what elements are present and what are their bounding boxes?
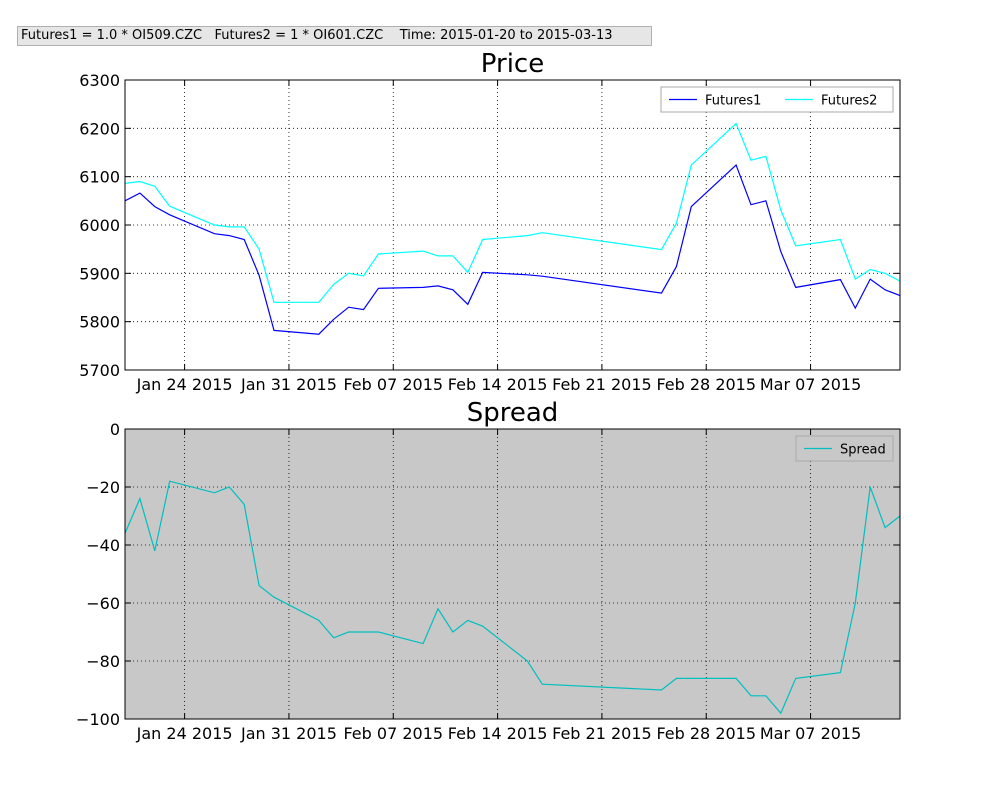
y-tick-label: 6100: [79, 168, 120, 187]
chart-title: Spread: [467, 398, 559, 428]
y-tick-label: −40: [86, 536, 120, 555]
legend-box: [660, 86, 894, 113]
x-tick-label: Jan 24 2015: [136, 724, 233, 743]
y-tick-label: −20: [86, 478, 120, 497]
series-line-spread: [124, 480, 901, 715]
x-tick-label: Feb 28 2015: [656, 724, 756, 743]
x-tick-label: Mar 07 2015: [760, 724, 861, 743]
y-tick-label: 6000: [79, 216, 120, 235]
legend-label-futures1: Futures1: [705, 94, 761, 109]
chart-title: Price: [481, 49, 544, 79]
x-tick-label: Feb 07 2015: [343, 375, 443, 394]
legend-label-futures2: Futures2: [821, 94, 877, 109]
x-tick-label: Feb 21 2015: [552, 375, 652, 394]
x-tick-label: Feb 28 2015: [656, 375, 756, 394]
y-tick-label: 5700: [79, 361, 120, 380]
y-tick-label: 6200: [79, 119, 120, 138]
chart-header-info: Futures1 = 1.0 * OI509.CZC Futures2 = 1 …: [17, 26, 652, 46]
x-tick-label: Feb 07 2015: [343, 724, 443, 743]
y-tick-label: 5800: [79, 313, 120, 332]
y-tick-label: 6300: [79, 71, 120, 90]
chart-panel-price: 5700 5800 5900 6000 6100 6200 6300 Jan 24 2015 J…: [79, 49, 901, 394]
y-tick-label: −80: [86, 652, 120, 671]
series-line-futures1: [124, 164, 901, 335]
chart-panel-spread: −100 −80 −60 −40 −20 0 Jan 24 2015 Jan 31 2015 F…: [76, 398, 901, 743]
y-tick-label: −60: [86, 594, 120, 613]
x-tick-label: Feb 14 2015: [448, 375, 548, 394]
x-tick-label: Feb 21 2015: [552, 724, 652, 743]
series-line-futures2: [124, 122, 901, 303]
y-tick-label: 0: [110, 420, 120, 439]
y-tick-label: −100: [76, 710, 120, 729]
plot-area: [125, 429, 900, 719]
x-tick-label: Mar 07 2015: [760, 375, 861, 394]
x-tick-label: Jan 31 2015: [240, 724, 337, 743]
plot-frame: [124, 428, 901, 720]
x-tick-label: Jan 24 2015: [136, 375, 233, 394]
x-tick-label: Jan 31 2015: [240, 375, 337, 394]
legend-label-spread: Spread: [840, 443, 886, 458]
x-tick-label: Feb 14 2015: [448, 724, 548, 743]
plot-area: [125, 80, 900, 370]
y-tick-label: 5900: [79, 264, 120, 283]
